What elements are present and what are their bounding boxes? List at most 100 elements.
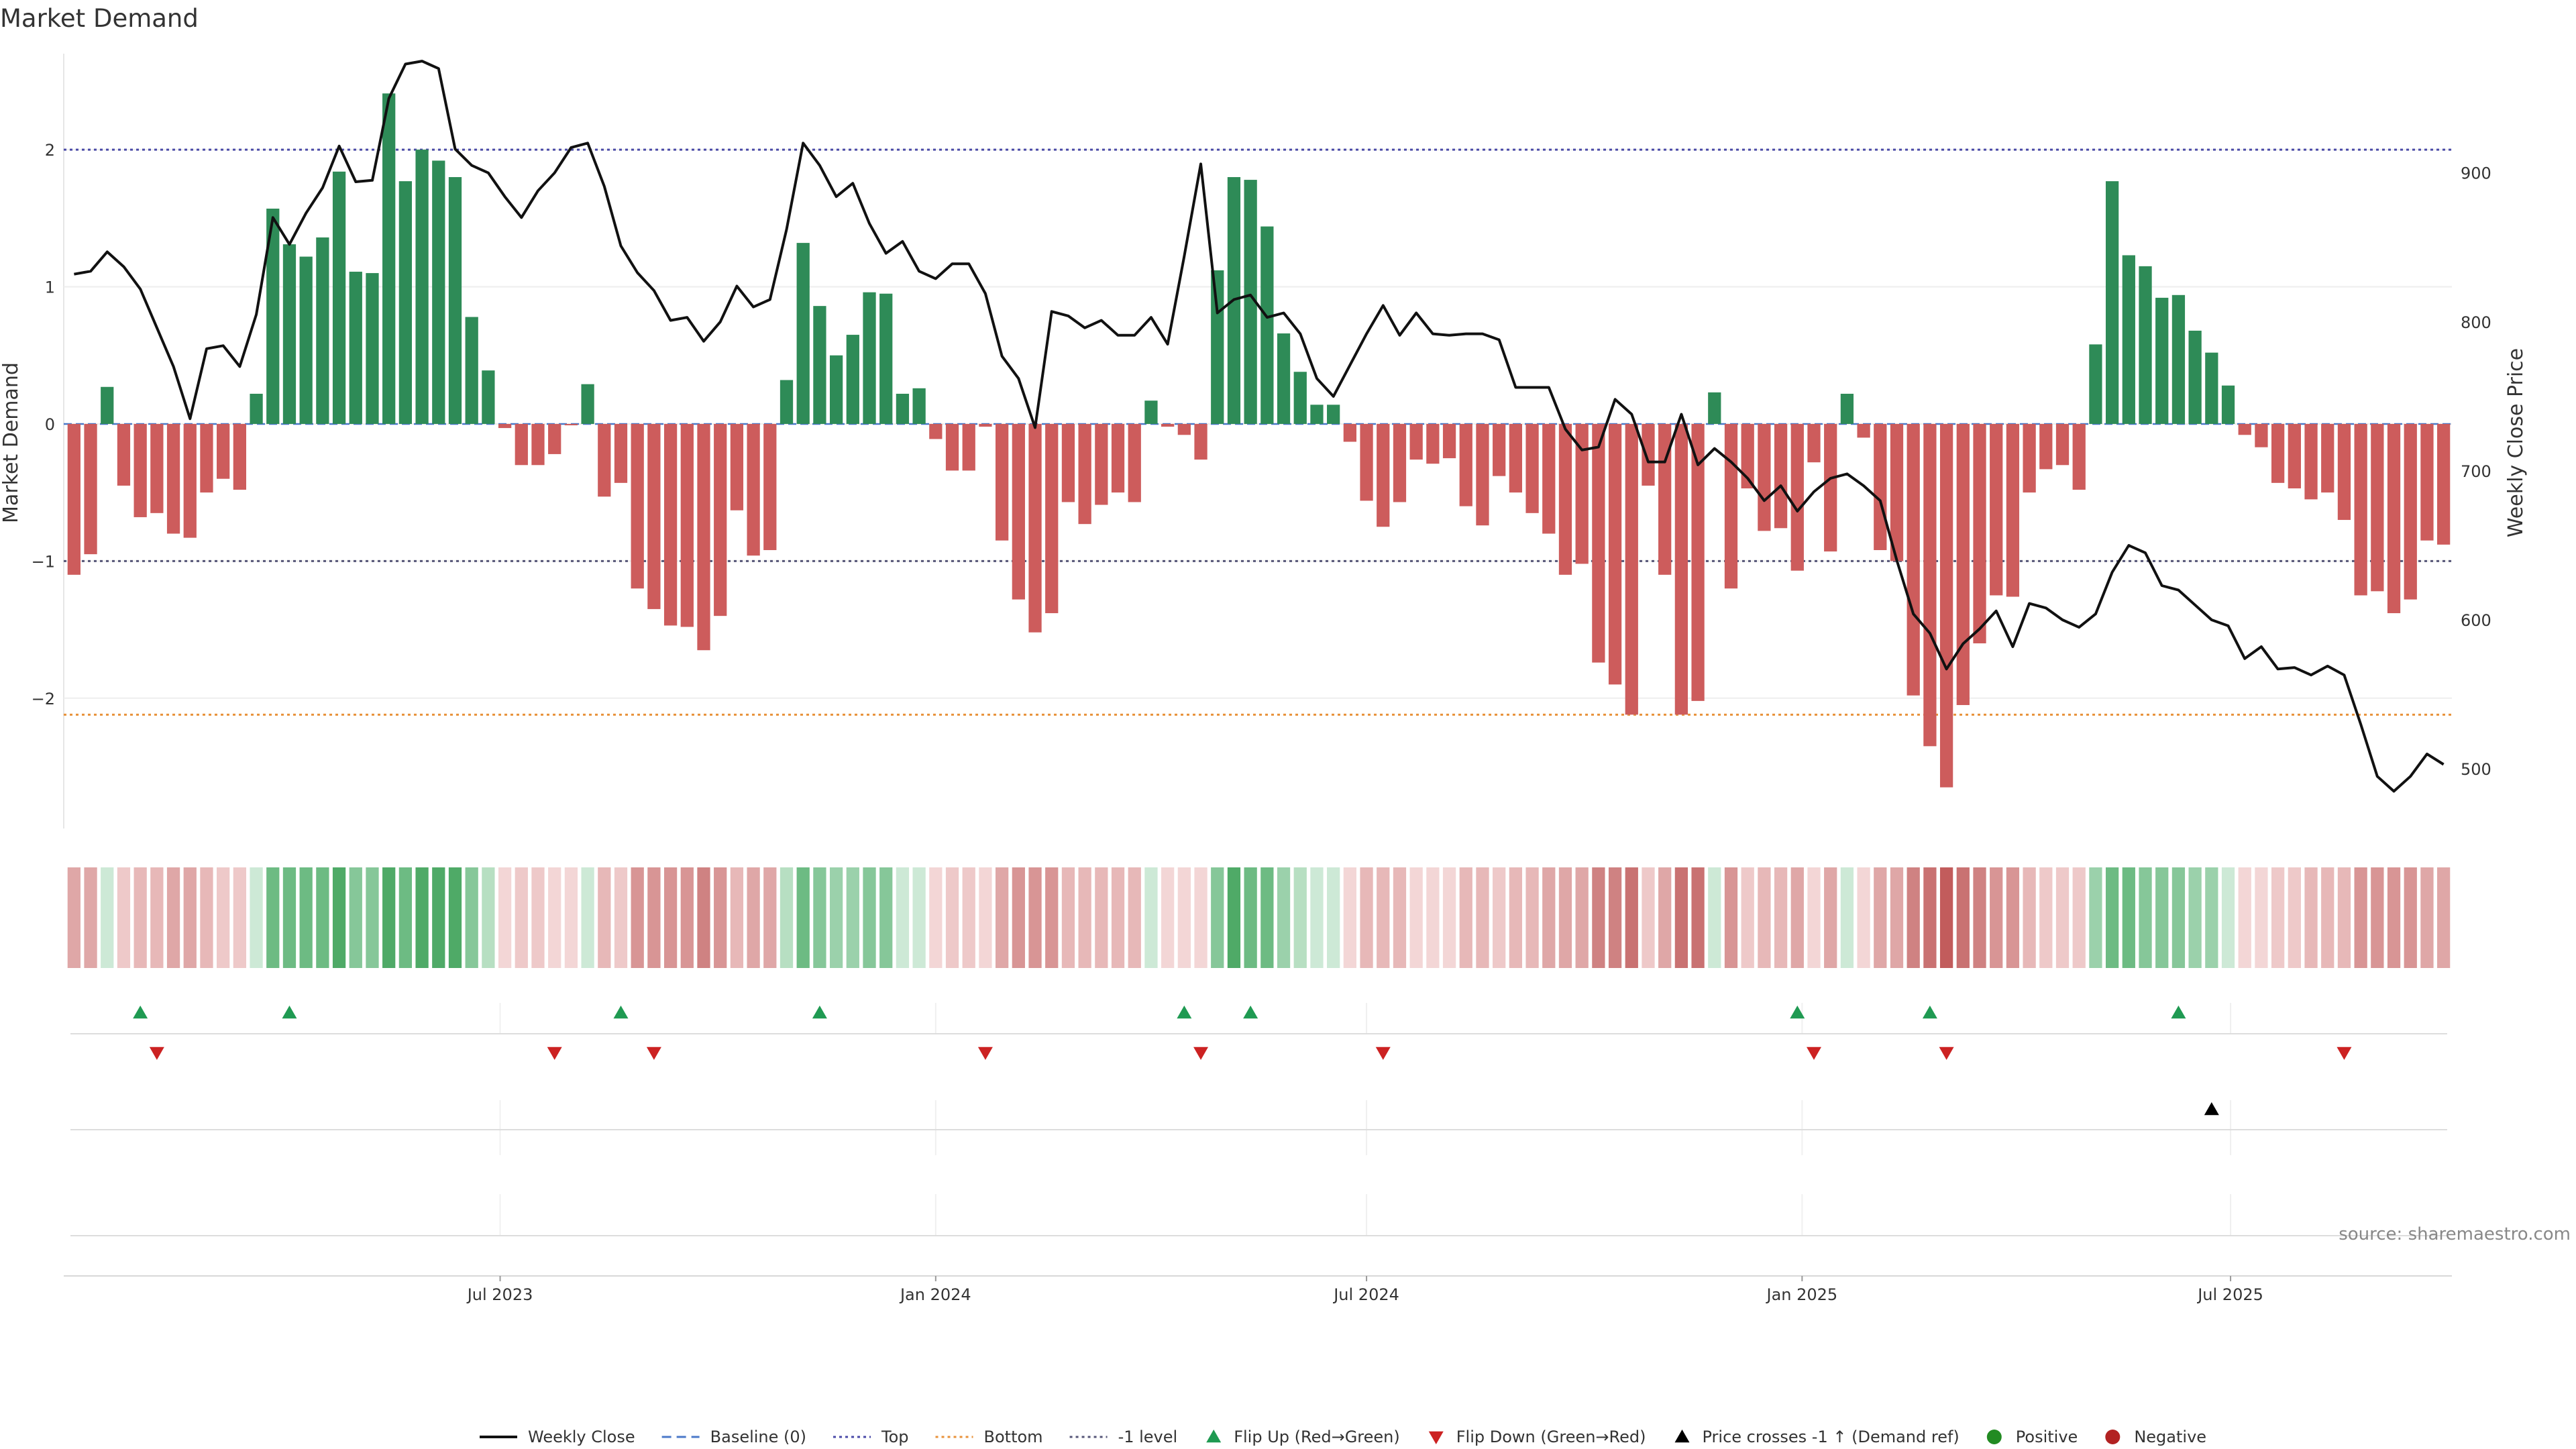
heat-cell	[1128, 867, 1141, 968]
heat-cell	[1045, 867, 1059, 968]
heat-cell	[84, 867, 97, 968]
legend-swatch	[1674, 1430, 1690, 1443]
heat-cell	[282, 867, 297, 968]
heat-cell	[730, 867, 744, 968]
heat-cell	[117, 867, 131, 968]
heat-cell	[2205, 867, 2218, 968]
x-tick-label: Jan 2024	[899, 1285, 971, 1304]
demand-bar	[101, 386, 114, 424]
heat-cell	[2371, 867, 2384, 968]
demand-bar	[912, 388, 926, 424]
x-tick-label: Jan 2025	[1766, 1285, 1838, 1304]
demand-bar	[432, 160, 445, 424]
demand-bar	[1807, 423, 1821, 463]
heat-cell	[1741, 867, 1754, 968]
demand-bar	[995, 423, 1009, 541]
heat-cell	[398, 867, 413, 968]
flip-up-marker	[1243, 1006, 1258, 1019]
heat-cell	[1625, 867, 1638, 968]
heat-cell	[1807, 867, 1821, 968]
heat-cell	[1393, 867, 1407, 968]
demand-bar	[1509, 423, 1523, 493]
demand-bar	[1790, 423, 1804, 571]
demand-bar	[150, 423, 164, 513]
heat-cell	[2188, 867, 2202, 968]
demand-bar	[117, 423, 131, 486]
demand-bar	[2337, 423, 2351, 521]
legend-label: Flip Down (Green→Red)	[1456, 1428, 1646, 1446]
legend-label: Negative	[2134, 1428, 2206, 1446]
heat-cell	[498, 867, 512, 968]
demand-bar	[1741, 423, 1754, 489]
demand-bar	[1377, 423, 1390, 527]
heat-cell	[1708, 867, 1721, 968]
source-note: source: sharemaestro.com	[2339, 1224, 2571, 1244]
demand-bar	[714, 423, 727, 616]
demand-bar	[548, 423, 561, 454]
demand-bar	[2155, 297, 2169, 424]
demand-bar	[598, 423, 611, 497]
demand-bar	[1061, 423, 1075, 502]
heat-cell	[680, 867, 694, 968]
demand-bar	[482, 370, 495, 424]
y-axis-ticks: 2 1 0 −1 −2	[32, 141, 55, 708]
heat-cell	[382, 867, 396, 968]
heat-cell	[747, 867, 760, 968]
demand-bar	[1078, 423, 1091, 525]
flip-markers-panel	[70, 1003, 2447, 1060]
demand-bar	[299, 256, 313, 424]
heat-cell	[2404, 867, 2417, 968]
demand-bar	[1161, 423, 1175, 427]
demand-bar	[896, 393, 910, 424]
flip-up-marker	[1922, 1006, 1937, 1019]
flip-down-marker	[1939, 1046, 1954, 1060]
demand-bar	[829, 355, 843, 424]
demand-bar	[1426, 423, 1440, 464]
demand-bar	[1343, 423, 1356, 442]
heat-cell	[1211, 867, 1224, 968]
demand-bar	[1360, 423, 1373, 501]
demand-bar	[2321, 423, 2334, 493]
heat-cell	[1360, 867, 1373, 968]
heat-cell	[133, 867, 147, 968]
demand-bar	[1956, 423, 1970, 706]
heat-cell	[2304, 867, 2318, 968]
weekly-close-line	[74, 60, 2445, 793]
demand-bar	[1476, 423, 1489, 526]
legend-label: Top	[881, 1428, 909, 1446]
legend-swatch	[1428, 1431, 1444, 1444]
demand-bar	[747, 423, 760, 556]
legend-swatch	[1206, 1430, 1222, 1443]
demand-bar	[780, 380, 794, 424]
demand-bar	[250, 393, 263, 424]
flip-up-marker	[2171, 1006, 2186, 1019]
demand-bar	[1442, 423, 1456, 459]
demand-bar	[2072, 423, 2086, 490]
demand-heatstrip	[67, 867, 2451, 968]
heat-cell	[1078, 867, 1091, 968]
heat-cell	[1244, 867, 1257, 968]
demand-bar	[1525, 423, 1539, 513]
demand-bar	[2023, 423, 2036, 493]
y2-axis-ticks: 900 800 700 600 500	[2461, 164, 2491, 779]
demand-bar	[1211, 270, 1224, 424]
y-tick-label: −2	[32, 690, 55, 708]
heat-cell	[1956, 867, 1970, 968]
demand-bar	[2171, 294, 2186, 424]
demand-bar	[1874, 423, 1887, 551]
demand-bar	[1144, 400, 1158, 424]
legend-label: Flip Up (Red→Green)	[1234, 1428, 1400, 1446]
heat-cell	[2337, 867, 2351, 968]
heat-cell	[829, 867, 843, 968]
heat-cell	[150, 867, 164, 968]
demand-bar	[1327, 405, 1340, 424]
heat-cell	[1907, 867, 1920, 968]
demand-bar	[2255, 423, 2268, 447]
grid-lines	[63, 54, 2452, 828]
demand-bar	[564, 423, 578, 425]
heat-cell	[598, 867, 611, 968]
demand-bar	[2304, 423, 2318, 500]
heat-cell	[1260, 867, 1274, 968]
flip-down-marker	[149, 1046, 164, 1060]
demand-bar	[366, 273, 379, 424]
